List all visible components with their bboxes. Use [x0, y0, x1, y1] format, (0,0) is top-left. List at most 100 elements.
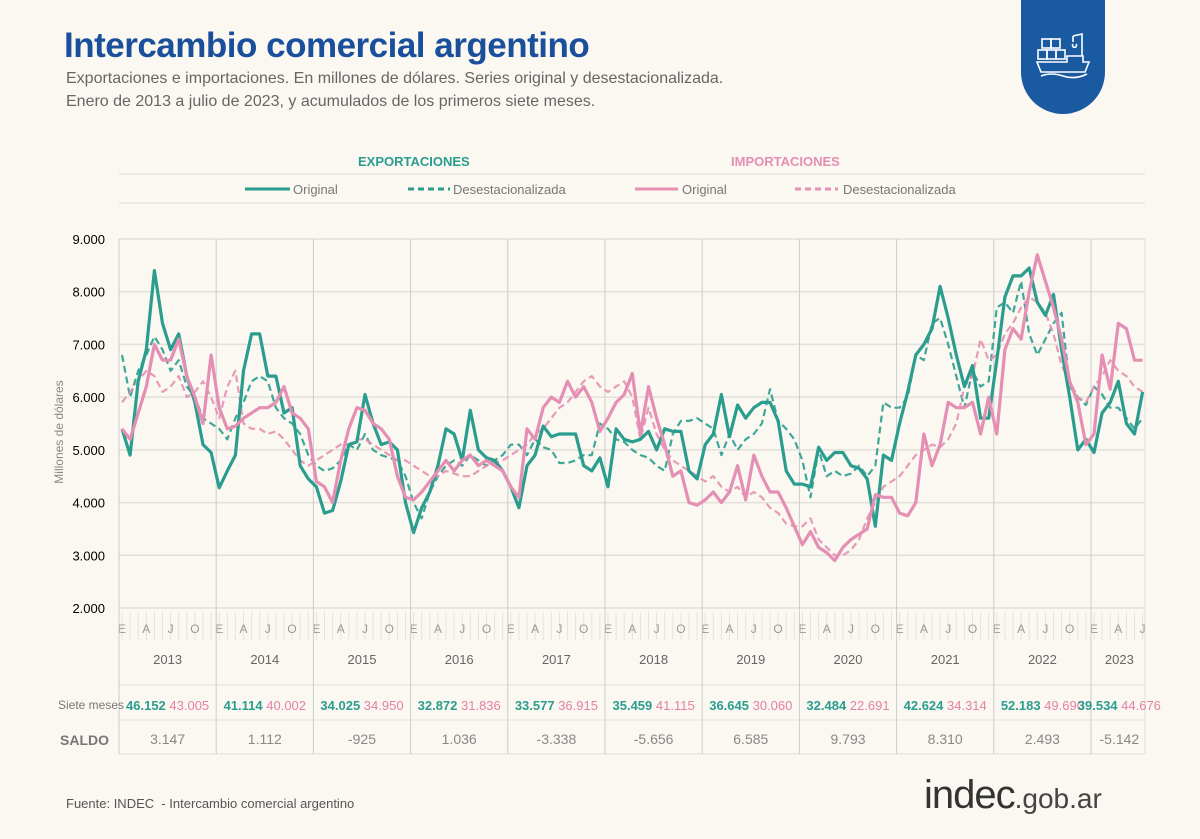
month-label: J: [751, 622, 757, 636]
year-label: 2023: [1105, 652, 1134, 667]
y-tick-label: 5.000: [72, 443, 105, 458]
exports-value: 39.534: [1077, 698, 1118, 713]
month-label: O: [773, 622, 782, 636]
year-label: 2022: [1028, 652, 1057, 667]
month-label: A: [1017, 622, 1025, 636]
month-label: O: [676, 622, 685, 636]
exports-value: 36.645: [709, 698, 749, 713]
month-label: A: [142, 622, 150, 636]
month-label: E: [312, 622, 320, 636]
month-label: O: [190, 622, 199, 636]
y-tick-label: 6.000: [72, 390, 105, 405]
subtitle: Exportaciones e importaciones. En millon…: [66, 70, 724, 87]
imports-value: 40.002: [262, 698, 307, 713]
siete-meses-cell: 33.577 36.915: [515, 698, 598, 713]
imports-value: 34.950: [360, 698, 404, 713]
month-label: O: [385, 622, 394, 636]
logo-main: indec: [924, 773, 1016, 817]
month-label: E: [993, 622, 1001, 636]
siete-meses-cell: 46.152 43.005: [126, 698, 209, 713]
legend-label: Original: [293, 182, 338, 197]
siete-meses-cell: 32.872 31.836: [418, 698, 501, 713]
legend-label: Desestacionalizada: [843, 182, 956, 197]
month-label: O: [287, 622, 296, 636]
siete-meses-cell: 52.183 49.690: [1001, 698, 1084, 713]
y-tick-label: 3.000: [72, 548, 105, 563]
imports-value: 43.005: [165, 698, 210, 713]
series-line-importaciones-solid: [120, 253, 1143, 563]
imports-value: 49.690: [1040, 698, 1084, 713]
month-label: E: [118, 622, 126, 636]
exports-value: 41.114: [223, 698, 263, 713]
month-label: E: [896, 622, 904, 636]
month-label: J: [556, 622, 562, 636]
month-label: A: [239, 622, 247, 636]
exports-value: 52.183: [1000, 698, 1041, 713]
siete-meses-cell: 32.484 22.691: [806, 698, 889, 713]
imports-value: 36.915: [554, 698, 598, 713]
source-note: Fuente: INDEC - Intercambio comercial ar…: [66, 796, 355, 811]
page-title: Intercambio comercial argentino: [64, 26, 590, 65]
y-tick-label: 8.000: [72, 285, 105, 300]
imports-value: 31.836: [457, 698, 501, 713]
month-label: J: [168, 622, 174, 636]
saldo-value: 2.493: [1024, 731, 1060, 747]
year-label: 2021: [931, 652, 960, 667]
siete-meses-cell: 41.114 40.002: [224, 698, 306, 713]
row-label-siete-meses: Siete meses: [58, 698, 125, 712]
y-tick-label: 7.000: [72, 337, 105, 352]
exports-value: 35.459: [612, 698, 653, 713]
saldo-value: -5.142: [1099, 731, 1140, 747]
siete-meses-cell: 39.534 44.676: [1078, 698, 1161, 713]
siete-meses-cell: 35.459 41.115: [613, 698, 695, 713]
month-label: A: [531, 622, 539, 636]
saldo-value: 6.585: [733, 731, 769, 747]
month-label: A: [337, 622, 345, 636]
year-label: 2017: [542, 652, 571, 667]
saldo-value: -3.338: [536, 731, 577, 747]
year-label: 2014: [250, 652, 279, 667]
imports-value: 22.691: [846, 698, 890, 713]
month-label: J: [265, 622, 271, 636]
y-axis-title: Millones de dólares: [52, 380, 66, 484]
row-label-saldo: SALDO: [60, 732, 109, 748]
year-label: 2020: [834, 652, 863, 667]
imports-value: 34.314: [943, 698, 987, 713]
year-label: 2018: [639, 652, 668, 667]
month-label: A: [823, 622, 831, 636]
exports-value: 46.152: [126, 698, 166, 713]
siete-meses-cell: 42.624 34.314: [904, 698, 987, 713]
month-label: E: [701, 622, 709, 636]
imports-value: 41.115: [652, 698, 695, 713]
saldo-value: -925: [347, 731, 377, 747]
month-label: O: [579, 622, 588, 636]
legend-group-imports: IMPORTACIONES: [731, 154, 840, 169]
month-label: A: [434, 622, 442, 636]
month-label: O: [482, 622, 491, 636]
saldo-value: -5.656: [633, 731, 674, 747]
legend-label: Desestacionalizada: [453, 182, 566, 197]
imports-value: 30.060: [748, 698, 793, 713]
exports-value: 33.577: [514, 698, 555, 713]
exports-value: 42.624: [903, 698, 944, 713]
month-label: J: [654, 622, 660, 636]
saldo-value: 1.036: [441, 731, 477, 747]
cargo-ship-icon: [1035, 33, 1091, 79]
saldo-value: 3.147: [150, 731, 186, 747]
logo-suffix: .gob.ar: [1014, 783, 1102, 814]
month-label: A: [628, 622, 636, 636]
month-label: A: [725, 622, 733, 636]
series-line-importaciones-dashed: [121, 295, 1144, 557]
exports-value: 32.484: [806, 698, 847, 713]
month-label: E: [410, 622, 418, 636]
siete-meses-cell: 34.025 34.950: [320, 698, 403, 713]
year-label: 2019: [736, 652, 765, 667]
year-label: 2016: [445, 652, 474, 667]
year-label: 2015: [348, 652, 377, 667]
month-label: J: [1140, 622, 1146, 636]
badge: [1021, 0, 1105, 114]
month-label: J: [362, 622, 368, 636]
legend-group-exports: EXPORTACIONES: [358, 154, 470, 169]
month-label: E: [215, 622, 223, 636]
